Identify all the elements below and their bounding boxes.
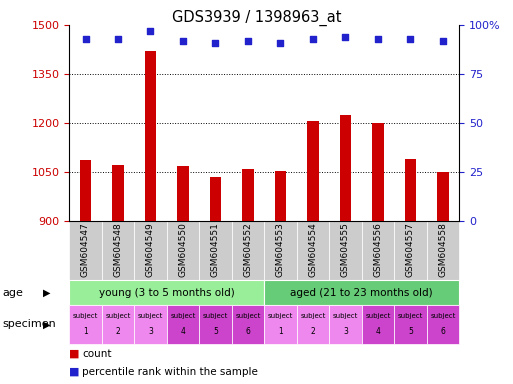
Text: 5: 5 [213, 327, 218, 336]
Point [277, 40, 285, 46]
Text: 5: 5 [408, 327, 413, 336]
Point [114, 36, 122, 42]
Point [244, 38, 252, 44]
Text: subject: subject [138, 313, 163, 319]
Text: subject: subject [203, 313, 228, 319]
Text: 2: 2 [310, 327, 315, 336]
Point [309, 36, 317, 42]
Point [146, 28, 154, 34]
Text: subject: subject [430, 313, 456, 319]
Bar [437, 172, 448, 221]
Point [211, 40, 220, 46]
Text: subject: subject [333, 313, 358, 319]
Point [439, 38, 447, 44]
Text: subject: subject [300, 313, 326, 319]
Text: count: count [82, 349, 112, 359]
Text: ■: ■ [69, 349, 80, 359]
Text: subject: subject [398, 313, 423, 319]
Point [341, 34, 349, 40]
Text: specimen: specimen [3, 319, 56, 329]
Text: young (3 to 5 months old): young (3 to 5 months old) [99, 288, 234, 298]
Text: subject: subject [268, 313, 293, 319]
Bar [340, 115, 351, 221]
Text: age: age [3, 288, 24, 298]
Text: subject: subject [365, 313, 390, 319]
Text: 3: 3 [148, 327, 153, 336]
Text: 3: 3 [343, 327, 348, 336]
Bar [80, 161, 91, 221]
Point [82, 36, 90, 42]
Text: subject: subject [235, 313, 261, 319]
Bar [145, 51, 156, 221]
Text: aged (21 to 23 months old): aged (21 to 23 months old) [290, 288, 433, 298]
Bar [275, 171, 286, 221]
Text: 1: 1 [83, 327, 88, 336]
Text: GDS3939 / 1398963_at: GDS3939 / 1398963_at [172, 10, 341, 26]
Point [179, 38, 187, 44]
Text: ▶: ▶ [43, 319, 50, 329]
Text: percentile rank within the sample: percentile rank within the sample [82, 367, 258, 377]
Text: subject: subject [170, 313, 195, 319]
Bar [210, 177, 221, 221]
Bar [405, 159, 416, 221]
Bar [307, 121, 319, 221]
Text: 1: 1 [278, 327, 283, 336]
Text: 6: 6 [441, 327, 445, 336]
Bar [242, 169, 253, 221]
Point [406, 36, 415, 42]
Text: ▶: ▶ [43, 288, 50, 298]
Bar [372, 123, 384, 221]
Text: 6: 6 [246, 327, 250, 336]
Text: 4: 4 [376, 327, 380, 336]
Text: ■: ■ [69, 367, 80, 377]
Text: 4: 4 [181, 327, 185, 336]
Bar [177, 166, 189, 221]
Text: subject: subject [73, 313, 98, 319]
Point [374, 36, 382, 42]
Text: 2: 2 [115, 327, 121, 336]
Text: subject: subject [105, 313, 131, 319]
Bar [112, 166, 124, 221]
